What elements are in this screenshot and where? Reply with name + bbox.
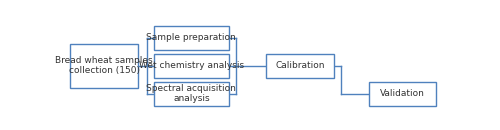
Text: Sample preparation: Sample preparation <box>146 33 236 42</box>
Text: Validation: Validation <box>380 89 425 98</box>
FancyBboxPatch shape <box>70 44 138 88</box>
FancyBboxPatch shape <box>154 54 229 78</box>
FancyBboxPatch shape <box>266 54 334 78</box>
Text: Calibration: Calibration <box>275 61 324 70</box>
Text: Spectral acquisition
analysis: Spectral acquisition analysis <box>146 84 236 103</box>
Text: Wet chemistry analysis: Wet chemistry analysis <box>139 61 244 70</box>
Text: Bread wheat samples
collection (150): Bread wheat samples collection (150) <box>56 56 153 75</box>
FancyBboxPatch shape <box>368 82 436 106</box>
FancyBboxPatch shape <box>154 82 229 106</box>
FancyBboxPatch shape <box>154 26 229 50</box>
